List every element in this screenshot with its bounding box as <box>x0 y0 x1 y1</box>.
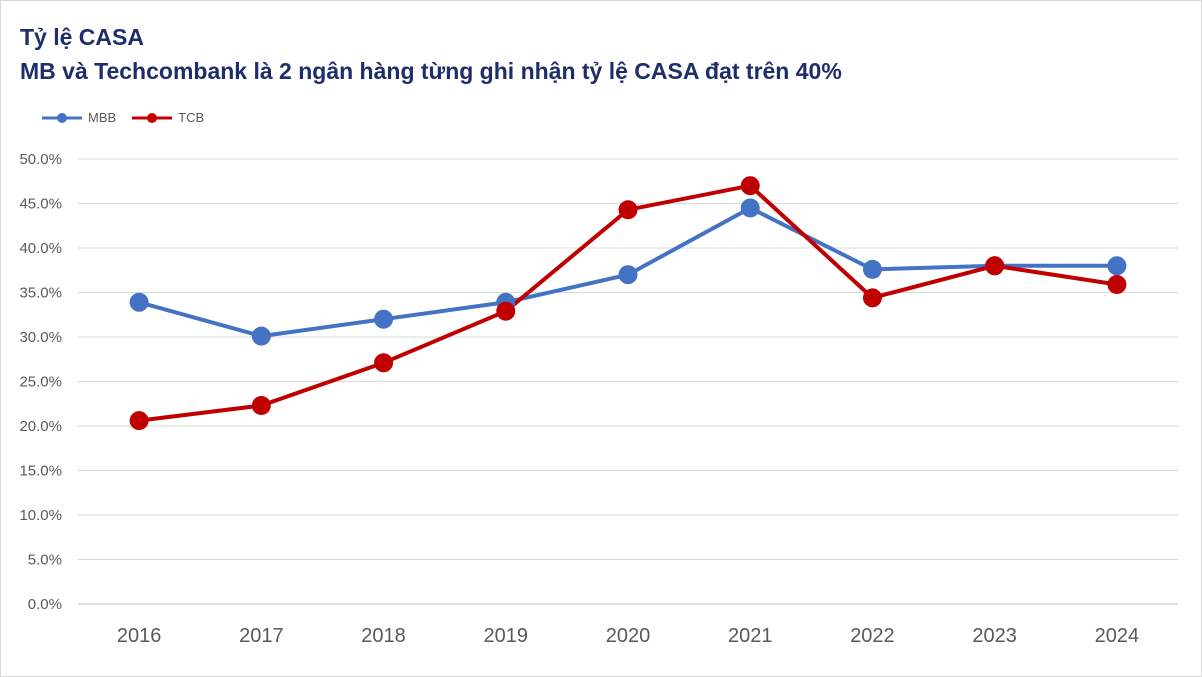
data-point-tcb <box>129 411 149 431</box>
data-point-mbb <box>862 259 882 279</box>
data-point-mbb <box>740 198 760 218</box>
y-tick-label: 0.0% <box>28 596 62 613</box>
x-tick-label: 2024 <box>1095 625 1140 647</box>
y-tick-label: 50.0% <box>19 151 62 168</box>
x-tick-label: 2022 <box>850 625 895 647</box>
data-point-mbb <box>374 309 394 329</box>
y-tick-label: 5.0% <box>28 552 62 569</box>
x-tick-label: 2020 <box>606 625 651 647</box>
legend-item-tcb: TCB <box>130 110 204 125</box>
y-tick-label: 45.0% <box>19 196 62 213</box>
data-point-tcb <box>862 288 882 308</box>
y-tick-label: 15.0% <box>19 463 62 480</box>
chart-subtitle: MB và Techcombank là 2 ngân hàng từng gh… <box>20 58 842 84</box>
chart-title: Tỷ lệ CASA <box>20 24 144 50</box>
data-point-tcb <box>251 396 271 416</box>
legend-swatch-tcb <box>132 112 173 123</box>
series-line-tcb <box>138 183 1118 423</box>
y-tick-label: 30.0% <box>19 329 62 346</box>
y-tick-label: 20.0% <box>19 418 62 435</box>
x-tick-label: 2017 <box>239 625 284 647</box>
data-point-tcb <box>618 200 638 220</box>
legend-label-tcb: TCB <box>178 110 205 125</box>
data-point-mbb <box>618 265 638 285</box>
data-point-tcb <box>496 301 516 321</box>
x-tick-label: 2018 <box>361 625 406 647</box>
x-tick-label: 2023 <box>972 625 1017 647</box>
data-point-tcb <box>1107 274 1127 294</box>
y-tick-label: 25.0% <box>19 374 62 391</box>
legend-swatch-mbb <box>42 112 82 123</box>
data-point-tcb <box>374 353 394 373</box>
x-tick-label: 2021 <box>728 625 773 647</box>
y-tick-label: 35.0% <box>19 285 62 302</box>
x-tick-label: 2016 <box>117 625 162 647</box>
y-tick-label: 10.0% <box>19 507 62 524</box>
data-point-mbb <box>251 326 271 346</box>
legend: MBB TCB <box>40 110 204 125</box>
legend-label-mbb: MBB <box>88 110 117 125</box>
y-tick-label: 40.0% <box>19 240 62 257</box>
data-point-tcb <box>985 256 1005 276</box>
x-tick-label: 2019 <box>484 625 529 647</box>
data-point-mbb <box>1107 256 1127 276</box>
data-point-mbb <box>129 292 149 312</box>
data-point-tcb <box>740 176 760 196</box>
legend-item-mbb: MBB <box>40 110 116 125</box>
